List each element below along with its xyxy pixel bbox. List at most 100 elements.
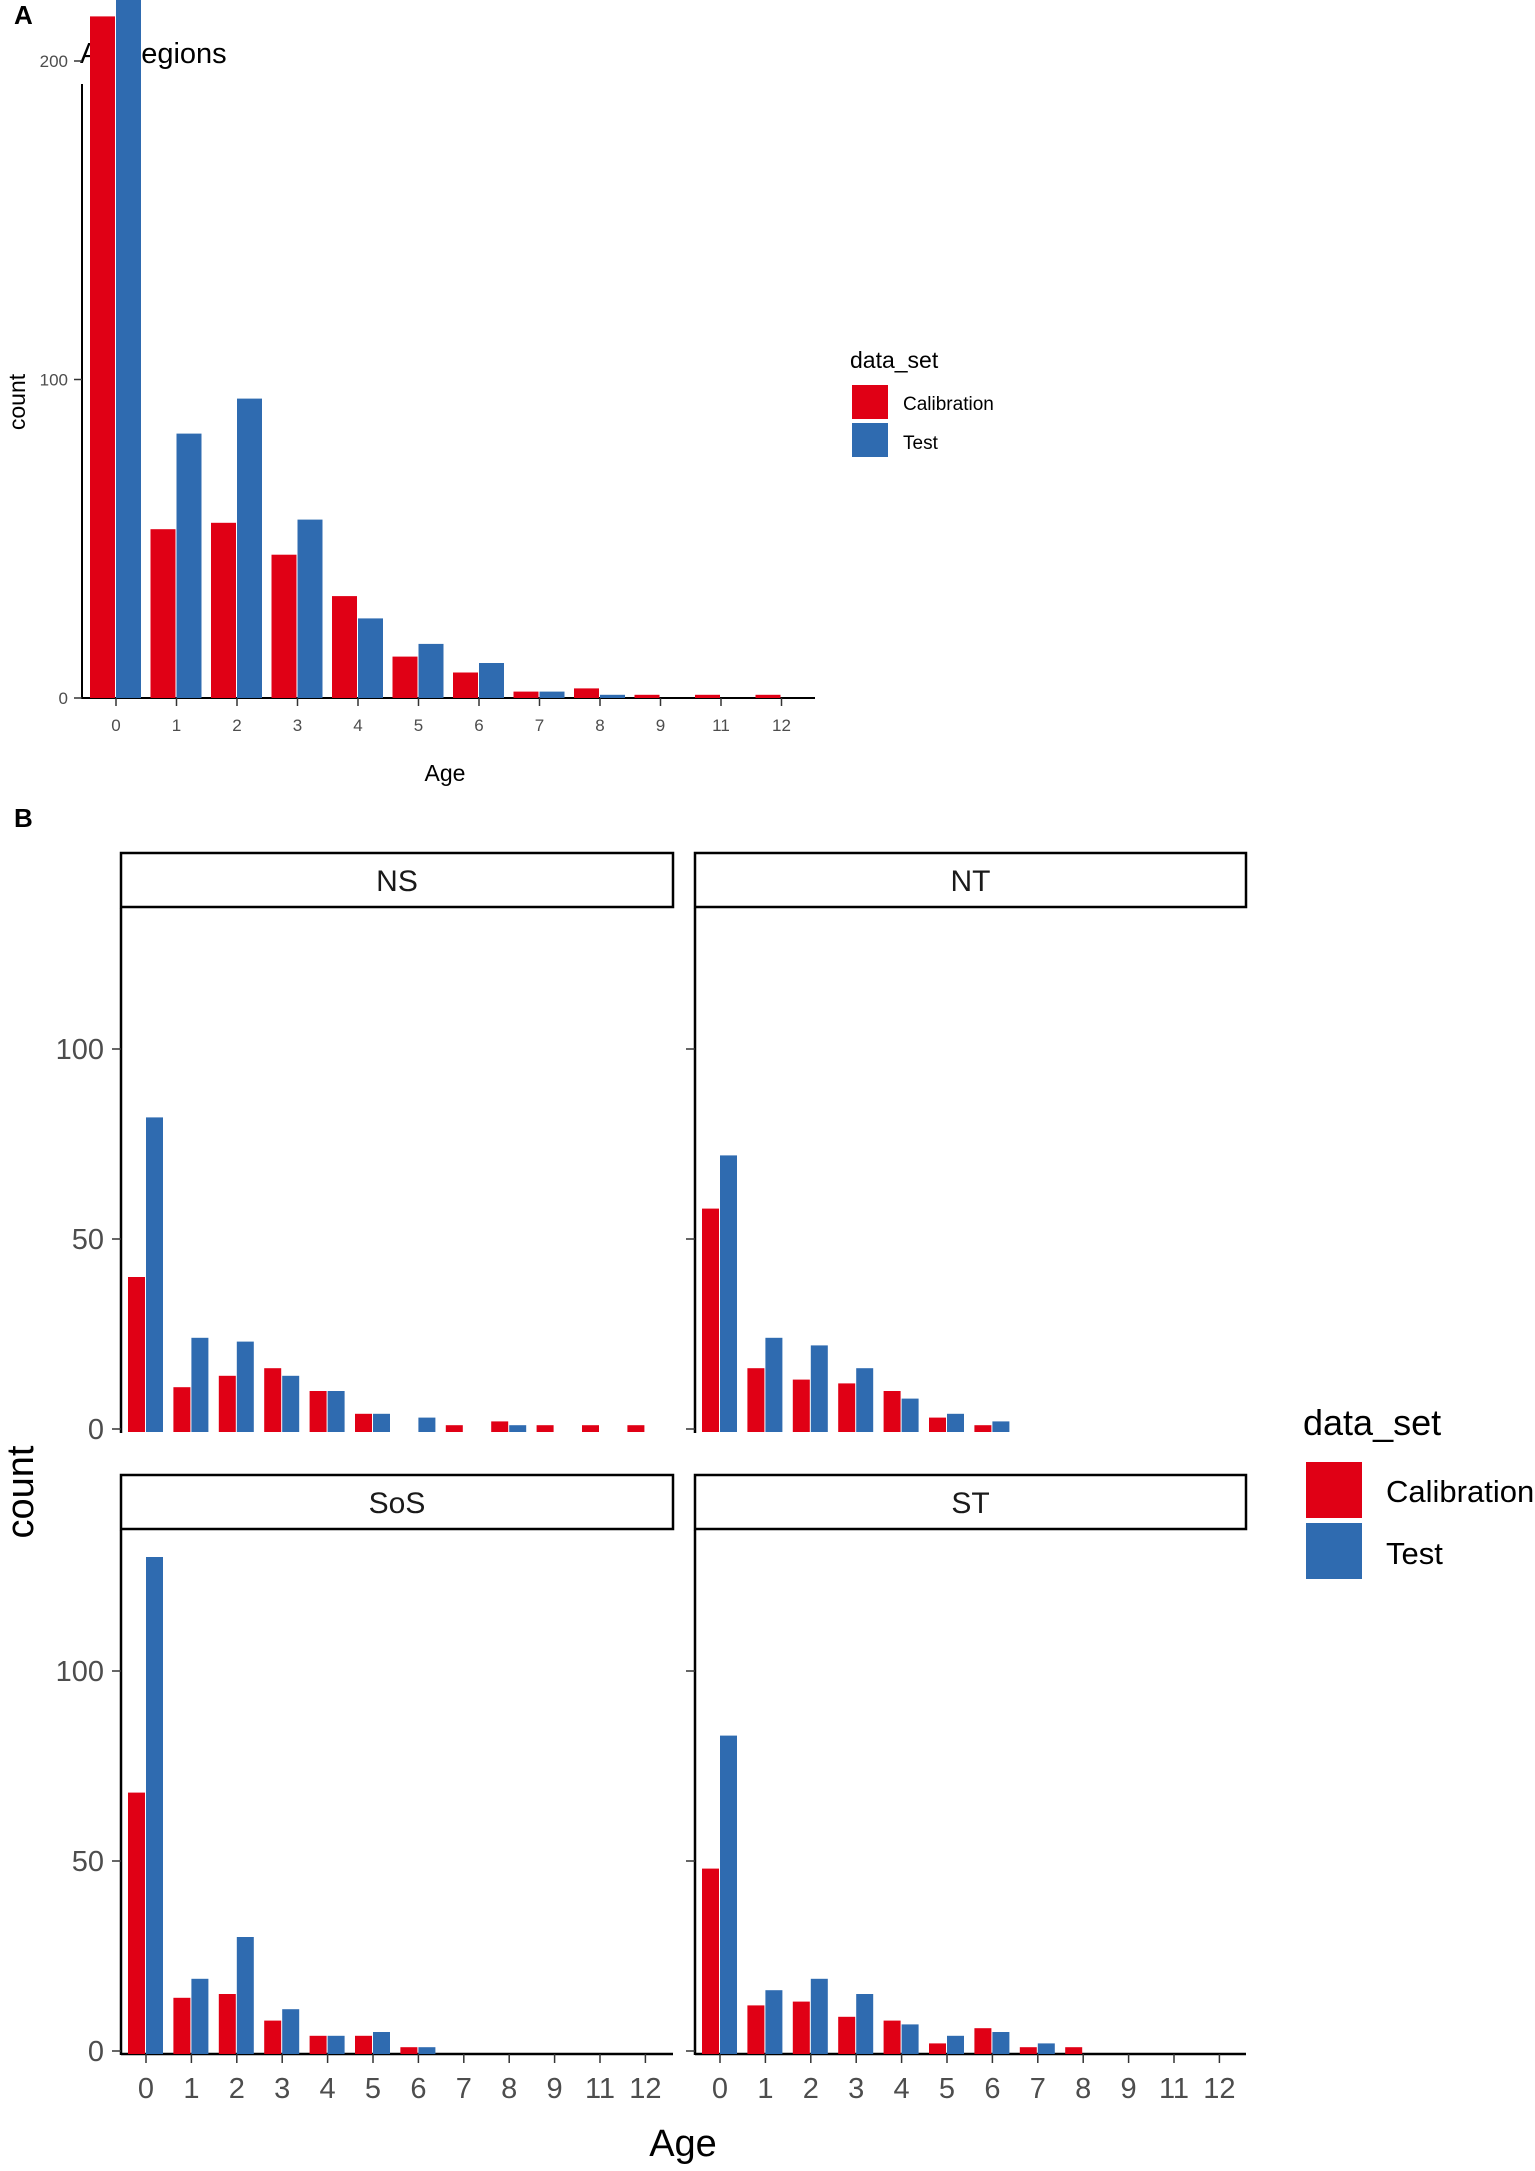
- facet-st-bar-calibration-age-7: [1019, 2047, 1037, 2054]
- panel-a-x-tick-label-4: 4: [353, 716, 362, 735]
- panel-a-x-tick-label-5: 5: [414, 716, 423, 735]
- panel-a-bar-test-age-7: [539, 691, 565, 698]
- panel-a-x-tick-label-2: 2: [232, 716, 241, 735]
- facet-sos-bar-calibration-age-4: [309, 2035, 327, 2054]
- facet-sos-x-tick-label-11: 11: [585, 2073, 615, 2105]
- panel-a-bar-test-age-3: [297, 519, 323, 698]
- legend-swatch-calibration: [852, 385, 888, 419]
- panel-a-bar-calibration-age-7: [513, 691, 539, 698]
- facet-st-bar-calibration-age-8: [1065, 2047, 1083, 2054]
- facet-ns-bar-test-age-8: [509, 1425, 527, 1432]
- panel-a-y-axis-title: count: [4, 373, 30, 430]
- facet-nt-bar-test-age-4: [901, 1398, 919, 1432]
- facet-st-bar-test-age-7: [1037, 2043, 1055, 2054]
- facet-sos-bar-test-age-2: [236, 1937, 254, 2054]
- panel-a-chart: All Regions 010020030001234567891112 Age…: [4, 0, 994, 786]
- facet-sos-bar-calibration-age-3: [264, 2020, 282, 2054]
- facet-nt-bar-test-age-0: [720, 1155, 737, 1432]
- panel-a-bar-calibration-age-6: [453, 672, 478, 698]
- legend-swatch-calibration-b: [1306, 1462, 1362, 1518]
- facet-sos-x-tick-label-8: 8: [501, 2073, 517, 2105]
- facet-sos-bar-calibration-age-1: [173, 1997, 191, 2054]
- panel-a-bar-calibration-age-11: [695, 694, 720, 698]
- facet-nt-strip: [693, 851, 1248, 909]
- panel-a-x-tick-label-8: 8: [595, 716, 604, 735]
- panel-a-bar-calibration-age-9: [634, 694, 660, 698]
- facet-st-bar-test-age-3: [856, 1994, 874, 2054]
- facet-st-x-tick-label-4: 4: [894, 2073, 910, 2105]
- facet-ns: NS 0 50 100: [56, 851, 675, 1446]
- facet-st-bar-test-age-2: [810, 1978, 828, 2054]
- panel-a-x-axis-title: Age: [425, 760, 466, 786]
- facet-ns-bar-calibration-age-7: [445, 1425, 463, 1432]
- facet-ns-bar-calibration-age-4: [309, 1391, 327, 1432]
- facet-nt-bar-calibration-age-6: [974, 1425, 992, 1432]
- facet-nt-bar-calibration-age-2: [792, 1379, 810, 1432]
- facet-sos-x-tick-label-4: 4: [320, 2073, 336, 2105]
- panel-a-x-tick-label-1: 1: [172, 716, 181, 735]
- facet-ns-bar-test-age-5: [373, 1413, 390, 1432]
- legend-title-b: data_set: [1303, 1402, 1441, 1443]
- facet-ns-bar-test-age-2: [236, 1341, 254, 1432]
- facet-st-x-tick-label-9: 9: [1121, 2073, 1137, 2105]
- facet-sos-x-tick-label-7: 7: [456, 2073, 472, 2105]
- facet-sos-bar-test-age-4: [327, 2035, 345, 2054]
- facet-st-bar-calibration-age-5: [929, 2043, 946, 2054]
- panel-a-bar-test-age-0: [116, 0, 141, 698]
- facet-sos-strip: [119, 1473, 675, 1531]
- facet-sos-x-tick-label-3: 3: [274, 2073, 290, 2105]
- facet-st-bar-calibration-age-3: [838, 2016, 856, 2054]
- facet-st-bar-test-age-5: [947, 2035, 964, 2054]
- panel-a-x-tick-label-6: 6: [474, 716, 483, 735]
- facet-sos-x-tick-label-5: 5: [365, 2073, 381, 2105]
- facet-ns-bar-calibration-age-12: [627, 1425, 645, 1432]
- facet-sos-x-tick-label-1: 1: [183, 2073, 199, 2105]
- facet-st-bar-test-age-1: [765, 1990, 783, 2054]
- facet-nt-bar-test-age-1: [765, 1337, 783, 1432]
- legend-swatch-test-b: [1306, 1523, 1362, 1579]
- panel-a-x-tick-label-9: 9: [656, 716, 665, 735]
- panel-a-bar-calibration-age-12: [755, 694, 781, 698]
- facet-ns-bar-calibration-age-9: [536, 1425, 554, 1432]
- facet-st-bar-calibration-age-0: [702, 1868, 719, 2054]
- facet-ns-bar-calibration-age-8: [491, 1421, 509, 1432]
- facet-st-bar-calibration-age-4: [883, 2020, 901, 2054]
- facet-sos-y-tick-label: 100: [56, 1656, 104, 1688]
- facet-st: ST0 1 2 3 4 5 6 7 8 9 11 12: [686, 1473, 1248, 2105]
- facet-nt-bar-calibration-age-1: [747, 1368, 765, 1432]
- legend-label-calibration-b: Calibration: [1386, 1474, 1534, 1509]
- facet-sos-bar-test-age-0: [146, 1557, 163, 2054]
- panel-a-bar-test-age-8: [600, 694, 625, 698]
- facet-ns-bar-test-age-4: [327, 1391, 345, 1432]
- panel-a-bar-calibration-age-4: [332, 596, 357, 698]
- panel-a-bar-test-age-4: [358, 618, 383, 698]
- legend-label-calibration: Calibration: [903, 394, 994, 415]
- facet-sos-bar-test-age-6: [418, 2047, 436, 2054]
- panel-a-bar-test-age-1: [176, 433, 202, 698]
- facet-ns-bar-calibration-age-1: [173, 1387, 191, 1432]
- facet-ns-strip-label: NS: [376, 865, 418, 898]
- panel-a-bar-calibration-age-0: [90, 16, 115, 698]
- facet-st-x-tick-label-8: 8: [1075, 2073, 1091, 2105]
- panel-a-y-tick-label: 0: [59, 689, 68, 708]
- facet-ns-y-tick-label: 100: [56, 1034, 104, 1066]
- facet-st-x-tick-label-6: 6: [984, 2073, 1000, 2105]
- facet-nt-strip-label: NT: [951, 865, 991, 898]
- panel-a-bar-calibration-age-8: [574, 688, 599, 698]
- facet-st-bar-calibration-age-1: [747, 2005, 765, 2054]
- panel-a-bar-calibration-age-3: [271, 554, 297, 698]
- facet-ns-bar-calibration-age-0: [128, 1277, 145, 1432]
- facet-st-x-tick-label-5: 5: [939, 2073, 955, 2105]
- panel-b-y-axis-title: count: [0, 1445, 42, 1538]
- facet-st-x-tick-label-3: 3: [848, 2073, 864, 2105]
- facet-nt-bar-calibration-age-5: [929, 1417, 946, 1432]
- facet-sos-bar-calibration-age-5: [355, 2035, 372, 2054]
- facet-st-x-tick-label-2: 2: [803, 2073, 819, 2105]
- facet-sos-x-tick-label-6: 6: [410, 2073, 426, 2105]
- facet-ns-bar-test-age-1: [191, 1337, 209, 1432]
- facet-sos-y-tick-label: 50: [72, 1846, 104, 1878]
- facet-ns-bar-test-age-6: [418, 1417, 436, 1432]
